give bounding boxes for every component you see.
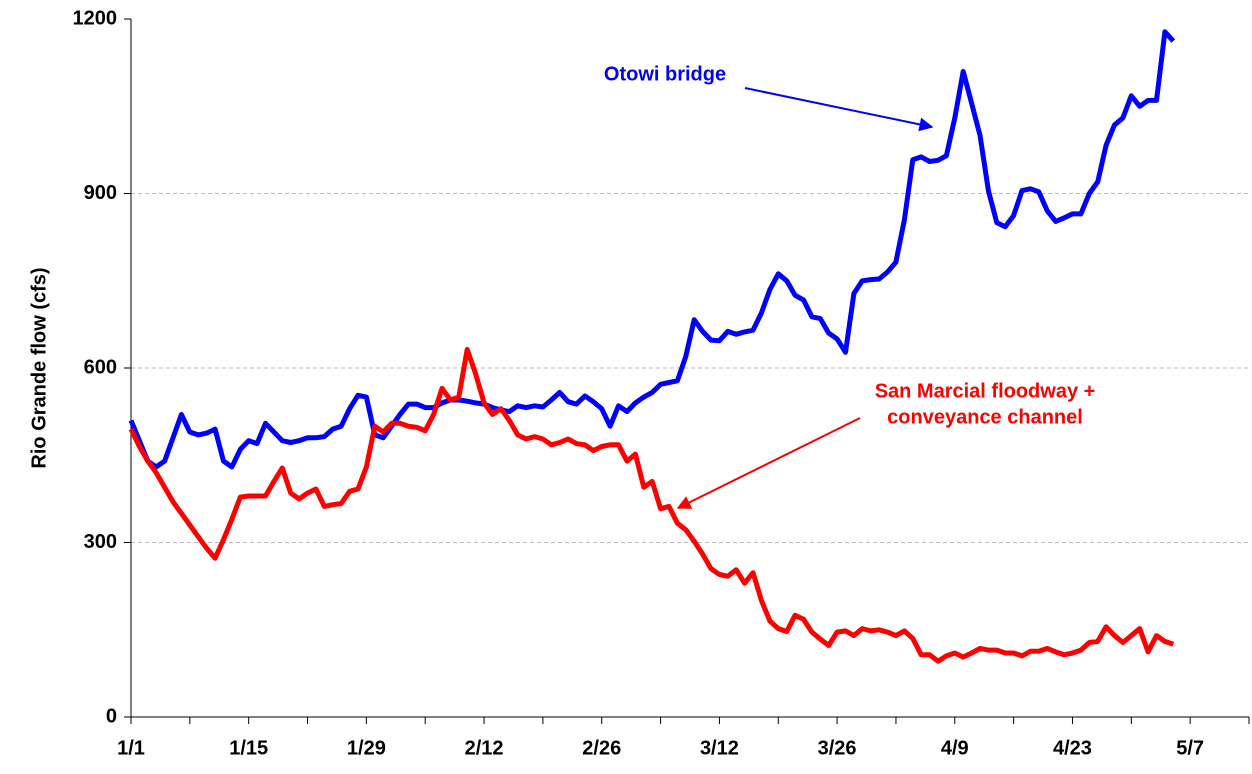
y-tick-label: 300 <box>84 531 117 553</box>
annotation: conveyance channel <box>887 406 1083 428</box>
x-tick-label: 4/23 <box>1053 737 1092 759</box>
x-tick-label: 3/26 <box>818 737 857 759</box>
series-line <box>128 346 1175 664</box>
y-tick-label: 600 <box>84 356 117 378</box>
annotation: San Marcial floodway + <box>875 380 1096 402</box>
x-tick-label: 1/1 <box>117 737 145 759</box>
x-tick-label: 4/9 <box>941 737 969 759</box>
y-tick-label: 0 <box>106 705 117 727</box>
series-line <box>128 29 1176 470</box>
x-tick-label: 3/12 <box>700 737 739 759</box>
x-tick-label: 2/12 <box>465 737 504 759</box>
y-tick-label: 900 <box>84 182 117 204</box>
x-tick-label: 2/26 <box>582 737 621 759</box>
y-tick-label: 1200 <box>73 7 118 29</box>
annotation: Otowi bridge <box>604 63 726 85</box>
x-tick-label: 1/15 <box>229 737 268 759</box>
annotation-arrow <box>676 417 861 509</box>
y-axis-label: Rio Grande flow (cfs) <box>28 267 50 468</box>
x-tick-label: 1/29 <box>347 737 386 759</box>
x-tick-label: 5/7 <box>1176 737 1204 759</box>
annotation-arrow <box>744 87 934 132</box>
